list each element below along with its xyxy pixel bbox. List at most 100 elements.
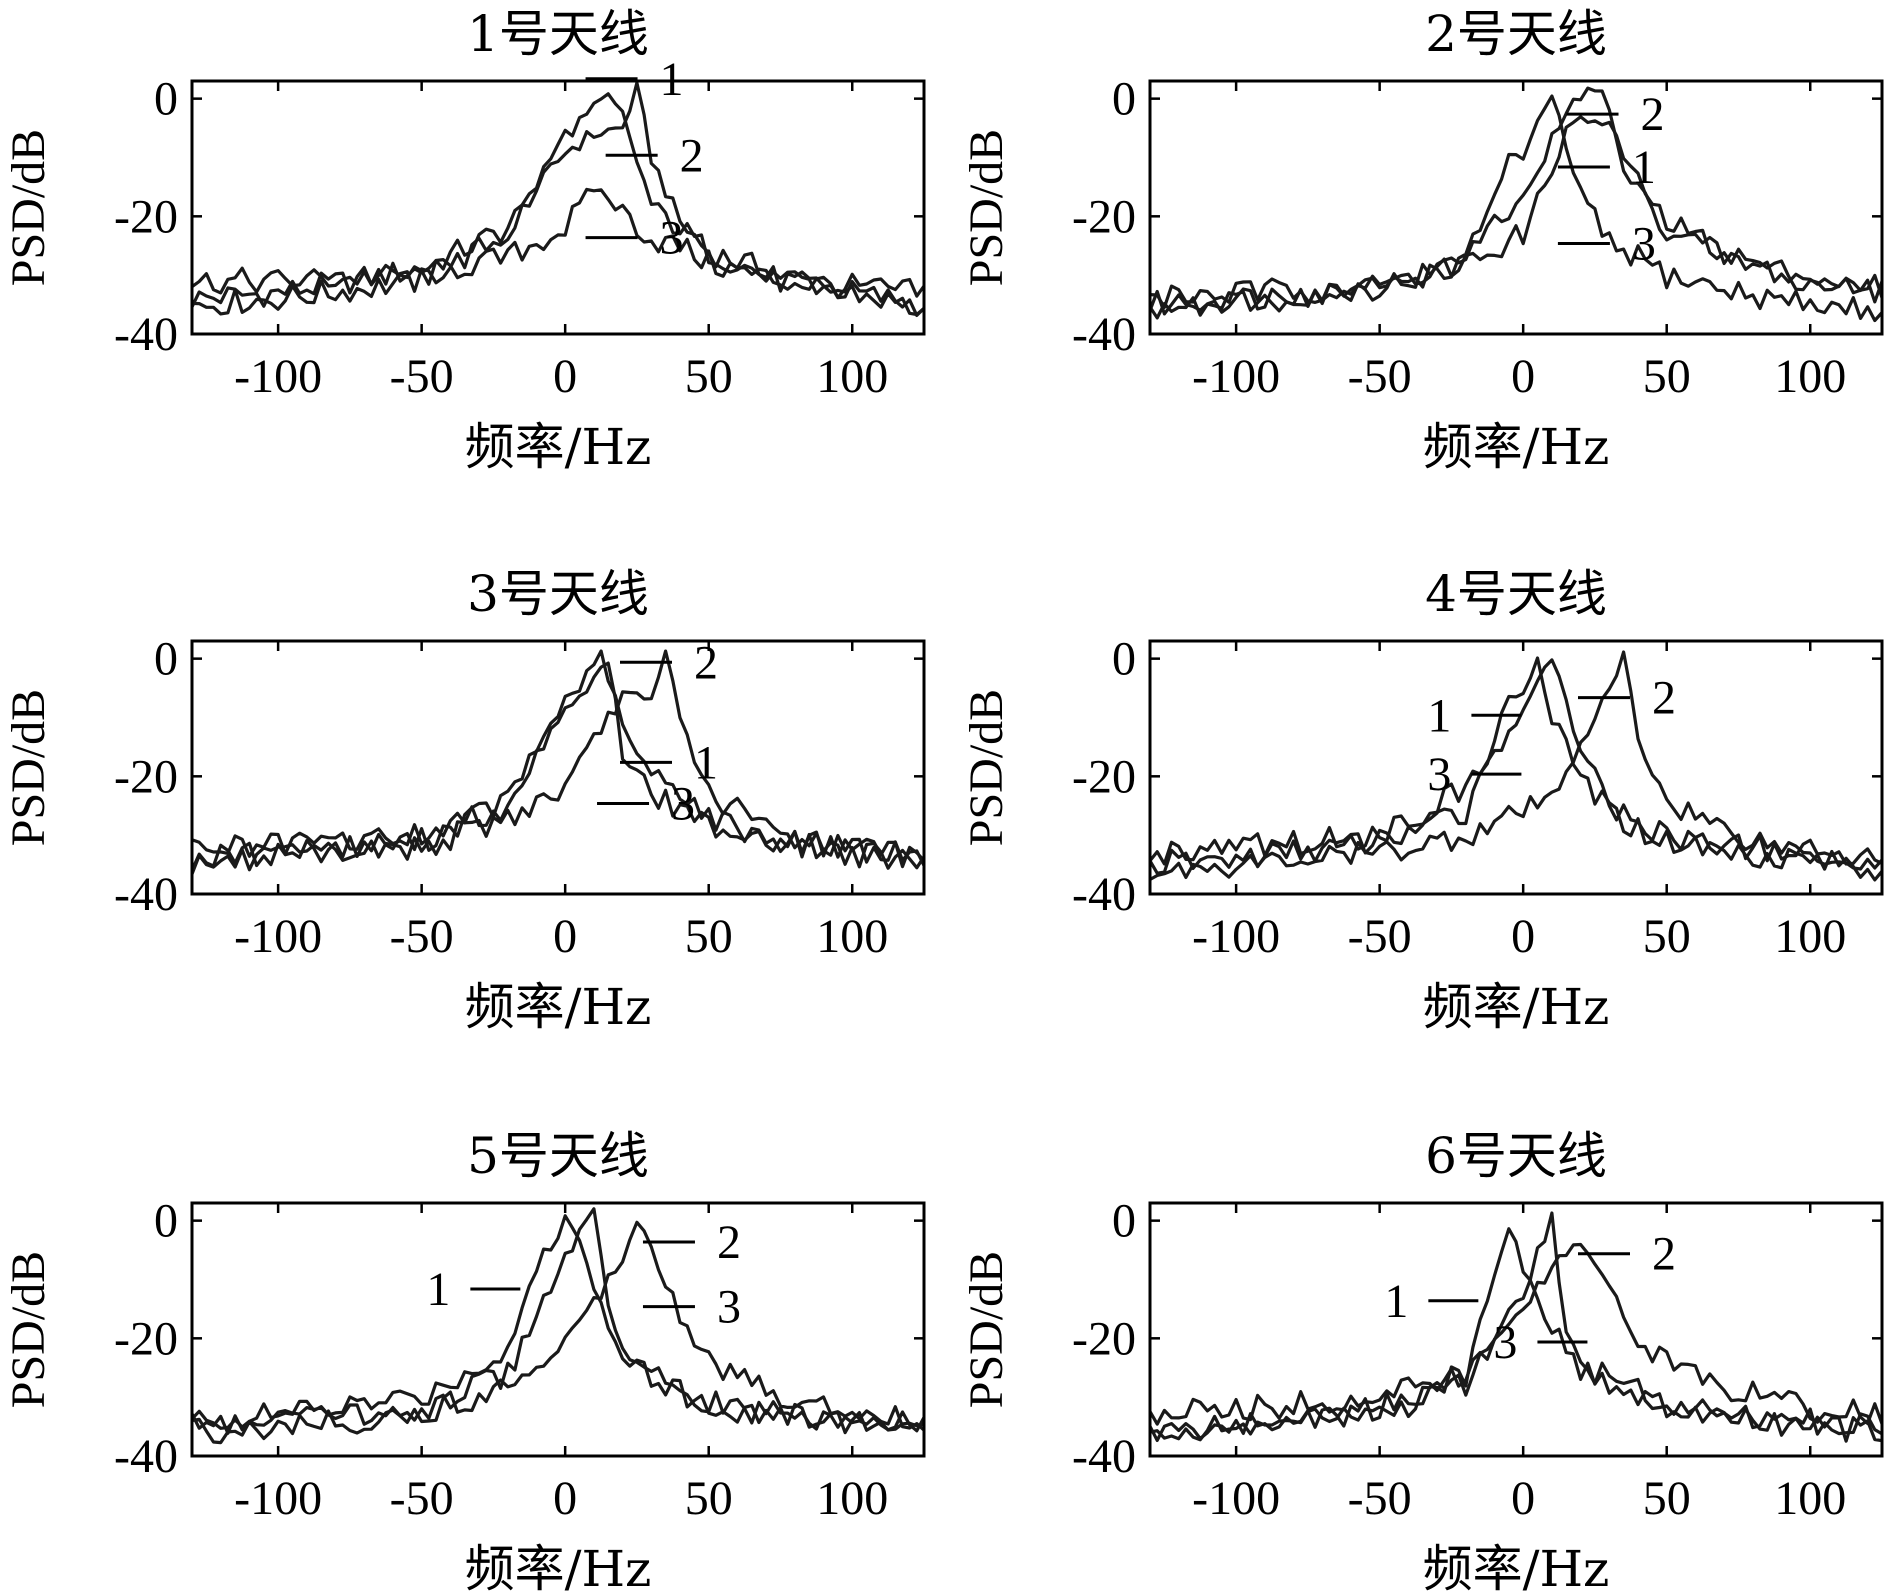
- annotation-label: 2: [1641, 88, 1665, 141]
- annotation-label: 1: [1632, 141, 1656, 194]
- x-tick-label: -100: [234, 350, 322, 403]
- series-3-line: [191, 661, 926, 869]
- y-tick-label: -40: [1072, 868, 1136, 921]
- annotation-label: 1: [1427, 689, 1451, 742]
- x-tick-label: 0: [1511, 350, 1535, 403]
- annotation-label: 3: [717, 1281, 741, 1334]
- x-tick-label: 0: [553, 910, 577, 963]
- y-tick-label: -20: [1072, 1312, 1136, 1365]
- series-3-line: [191, 187, 926, 300]
- x-tick-label: -50: [390, 910, 454, 963]
- x-tick-label: 50: [1643, 1472, 1691, 1525]
- panel-5: 5号天线 -100 -50 0 50 100 0 -20 -40 频率/Hz PSD/dB 1 2 3: [2, 1127, 926, 1594]
- y-tick-label: -20: [1072, 190, 1136, 243]
- x-tick-label: -50: [390, 350, 454, 403]
- x-tick-label: 0: [553, 1472, 577, 1525]
- annotation-label: 1: [426, 1263, 450, 1316]
- x-tick-label: 50: [1643, 910, 1691, 963]
- y-tick-label: -40: [114, 868, 178, 921]
- x-tick-label: 100: [816, 910, 888, 963]
- y-axis-label: PSD/dB: [2, 1251, 55, 1408]
- x-axis-label: 频率/Hz: [1423, 978, 1610, 1036]
- x-tick-label: 100: [1774, 350, 1846, 403]
- series-2-line: [1149, 650, 1884, 881]
- y-tick-label: -40: [114, 1430, 178, 1483]
- annotation-label: 1: [660, 53, 684, 106]
- y-axis-label: PSD/dB: [2, 129, 55, 286]
- annotation-label: 2: [680, 129, 704, 182]
- plot-frame: [1148, 1201, 1884, 1458]
- series-1-line: [1148, 1227, 1883, 1443]
- chart-title: 1号天线: [467, 5, 649, 63]
- plot-frame: [190, 639, 926, 896]
- annotation-label: 3: [1427, 748, 1451, 801]
- series-2-line: [1149, 86, 1884, 309]
- chart-title: 3号天线: [467, 565, 649, 623]
- panel-3: 3号天线 -100 -50 0 50 100 0 -20 -40 频率/Hz PSD/dB 2 13: [2, 565, 926, 1036]
- annotation-label: 3: [1493, 1316, 1517, 1369]
- annotation-label: 2: [694, 636, 718, 689]
- panel-2: 2号天线 -100 -50 0 50 100 0 -20 -40 频率/Hz PSD/dB 21 3: [960, 5, 1884, 476]
- y-tick-label: 0: [154, 633, 178, 686]
- panel-6: 6号天线 -100 -50 0 50 100 0 -20 -40 频率/Hz PSD/dB 1 2 3: [960, 1127, 1884, 1594]
- series-2-line: [1148, 1242, 1884, 1426]
- chart-title: 4号天线: [1425, 565, 1607, 623]
- series-3-line: [190, 1207, 926, 1435]
- plot-frame: [1148, 79, 1884, 336]
- y-axis-label: PSD/dB: [960, 1251, 1013, 1408]
- x-tick-label: 100: [816, 1472, 888, 1525]
- y-tick-label: -20: [114, 1312, 178, 1365]
- y-tick-label: -40: [114, 308, 178, 361]
- annotation-label: 3: [671, 778, 695, 831]
- series-3-line: [1148, 658, 1883, 866]
- series-1-line: [190, 81, 926, 317]
- annotation-label: 2: [1652, 672, 1676, 725]
- series-2-line: [191, 92, 926, 317]
- x-tick-label: -100: [234, 910, 322, 963]
- y-tick-label: -40: [1072, 1430, 1136, 1483]
- series-1-line: [1148, 115, 1884, 316]
- y-tick-label: 0: [1112, 633, 1136, 686]
- x-tick-label: 50: [685, 910, 733, 963]
- annotation-label: 3: [1632, 218, 1656, 271]
- x-axis-label: 频率/Hz: [1423, 418, 1610, 476]
- y-tick-label: -20: [114, 190, 178, 243]
- x-tick-label: -50: [1348, 1472, 1412, 1525]
- y-tick-label: 0: [154, 1195, 178, 1248]
- x-tick-label: -100: [1192, 910, 1280, 963]
- plot-frame: [190, 79, 926, 336]
- chart-title: 6号天线: [1425, 1127, 1607, 1185]
- chart-title: 2号天线: [1425, 5, 1607, 63]
- x-tick-label: 0: [1511, 1472, 1535, 1525]
- annotation-label: 2: [717, 1216, 741, 1269]
- y-tick-label: 0: [1112, 1195, 1136, 1248]
- series-1-line: [190, 649, 926, 872]
- x-axis-label: 频率/Hz: [465, 418, 652, 476]
- annotation-label: 1: [694, 736, 718, 789]
- x-tick-label: 100: [1774, 910, 1846, 963]
- chart-title: 5号天线: [467, 1127, 649, 1185]
- x-axis-label: 频率/Hz: [465, 1540, 652, 1594]
- series-2-line: [190, 649, 926, 875]
- x-tick-label: 0: [1511, 910, 1535, 963]
- x-tick-label: -50: [1348, 350, 1412, 403]
- panel-1: 1号天线 -100 -50 0 50 100 0 -20 -40 频率/Hz PSD/dB 1 2 3: [2, 5, 926, 476]
- plot-frame: [190, 1201, 926, 1458]
- series-2-line: [191, 1220, 926, 1445]
- y-axis-label: PSD/dB: [960, 129, 1013, 286]
- plot-frame: [1148, 639, 1884, 896]
- x-tick-label: 100: [816, 350, 888, 403]
- y-tick-label: -20: [1072, 750, 1136, 803]
- y-tick-label: 0: [1112, 73, 1136, 126]
- y-tick-label: 0: [154, 73, 178, 126]
- annotation-label: 2: [1652, 1228, 1676, 1281]
- x-tick-label: 50: [1643, 350, 1691, 403]
- x-axis-label: 频率/Hz: [1423, 1540, 1610, 1594]
- x-tick-label: 50: [685, 350, 733, 403]
- x-tick-label: -100: [1192, 1472, 1280, 1525]
- annotation-label: 3: [660, 212, 684, 265]
- y-axis-label: PSD/dB: [960, 689, 1013, 846]
- x-tick-label: 50: [685, 1472, 733, 1525]
- y-tick-label: -20: [114, 750, 178, 803]
- x-axis-label: 频率/Hz: [465, 978, 652, 1036]
